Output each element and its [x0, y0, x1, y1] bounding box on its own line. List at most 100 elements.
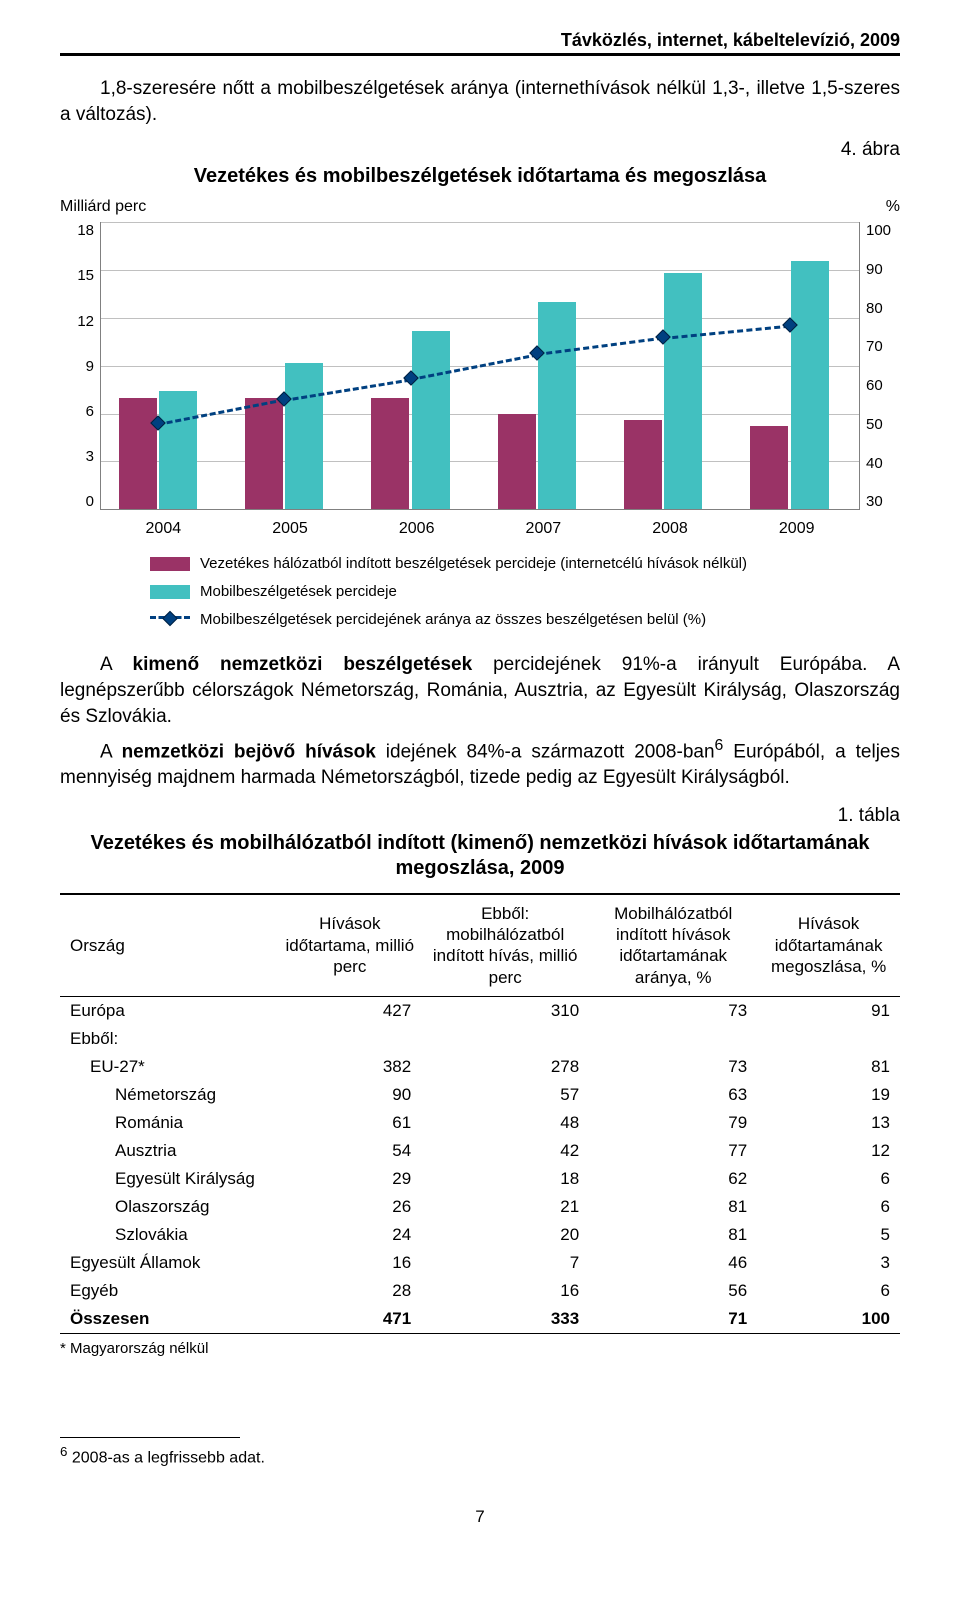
bar-vezetekes: [498, 414, 536, 510]
table-cell: 471: [278, 1305, 421, 1334]
y-tick: 100: [866, 222, 891, 239]
table-cell: 6: [757, 1165, 900, 1193]
y-tick: 60: [866, 377, 883, 394]
header-topic: Távközlés, internet, kábeltelevízió, 200…: [60, 30, 900, 56]
bar-group: [733, 222, 859, 509]
table-cell: EU-27*: [60, 1053, 278, 1081]
y-tick: 70: [866, 338, 883, 355]
y-tick: 80: [866, 300, 883, 317]
table-cell: 24: [278, 1221, 421, 1249]
table-header: Hívások időtartama, millió perc: [278, 894, 421, 997]
table-cell: 28: [278, 1277, 421, 1305]
table-cell: 6: [757, 1193, 900, 1221]
table-cell: 61: [278, 1109, 421, 1137]
table-cell: 13: [757, 1109, 900, 1137]
table-cell: 427: [278, 996, 421, 1025]
data-table: Ország Hívások időtartama, millió perc E…: [60, 893, 900, 1334]
table-cell: [278, 1025, 421, 1053]
table-cell: 3: [757, 1249, 900, 1277]
y-tick: 9: [86, 358, 94, 375]
body-paragraph-2: A nemzetközi bejövő hívások idejének 84%…: [60, 735, 900, 791]
table-cell: 71: [589, 1305, 757, 1334]
table-header-row: Ország Hívások időtartama, millió perc E…: [60, 894, 900, 997]
y-tick: 18: [77, 222, 94, 239]
table-cell: 73: [589, 996, 757, 1025]
y-tick: 6: [86, 403, 94, 420]
table-cell: 310: [421, 996, 589, 1025]
table-row: Szlovákia2420815: [60, 1221, 900, 1249]
left-axis-title: Milliárd perc: [60, 198, 146, 216]
y-tick: 50: [866, 416, 883, 433]
bar-mobil: [412, 331, 450, 510]
table-cell: Ebből:: [60, 1025, 278, 1053]
figure-title: Vezetékes és mobilbeszélgetések időtarta…: [60, 165, 900, 188]
table-cell: 100: [757, 1305, 900, 1334]
legend-row: Vezetékes hálózatból indított beszélgeté…: [150, 552, 900, 576]
table-cell: Ausztria: [60, 1137, 278, 1165]
table-footnote: * Magyarország nélkül: [60, 1340, 900, 1357]
x-tick: 2009: [733, 520, 860, 538]
table-header: Ebből: mobilhálózatból indított hívás, m…: [421, 894, 589, 997]
table-cell: 12: [757, 1137, 900, 1165]
x-axis-labels: 200420052006200720082009: [100, 520, 860, 538]
table-row: Ebből:: [60, 1025, 900, 1053]
legend-row: Mobilbeszélgetések percideje: [150, 580, 900, 604]
y-tick: 90: [866, 261, 883, 278]
table-cell: 54: [278, 1137, 421, 1165]
legend-swatch-vezetekes: [150, 557, 190, 571]
table-cell: Egyesült Államok: [60, 1249, 278, 1277]
page-number: 7: [60, 1507, 900, 1527]
table-cell: Németország: [60, 1081, 278, 1109]
table-cell: 16: [421, 1277, 589, 1305]
table-cell: 18: [421, 1165, 589, 1193]
table-row: Románia61487913: [60, 1109, 900, 1137]
table-cell: 29: [278, 1165, 421, 1193]
table-cell: 6: [757, 1277, 900, 1305]
bar-group: [606, 222, 732, 509]
table-cell: 90: [278, 1081, 421, 1109]
table-cell: [757, 1025, 900, 1053]
table-cell: Románia: [60, 1109, 278, 1137]
table-cell: 5: [757, 1221, 900, 1249]
legend-swatch-line: [150, 616, 190, 630]
table-cell: 46: [589, 1249, 757, 1277]
bar-vezetekes: [750, 426, 788, 509]
table-header: Ország: [60, 894, 278, 997]
intro-paragraph: 1,8-szeresére nőtt a mobilbeszélgetések …: [60, 76, 900, 127]
bar-mobil: [791, 261, 829, 510]
table-row: Egyesült Királyság2918626: [60, 1165, 900, 1193]
y-tick: 15: [77, 267, 94, 284]
bar-vezetekes: [624, 420, 662, 509]
table-cell: Egyéb: [60, 1277, 278, 1305]
bar-group: [354, 222, 480, 509]
y-tick: 30: [866, 493, 883, 510]
table-row: Olaszország2621816: [60, 1193, 900, 1221]
x-tick: 2006: [353, 520, 480, 538]
table-title: Vezetékes és mobilhálózatból indított (k…: [60, 831, 900, 881]
legend-label: Mobilbeszélgetések percideje: [200, 580, 397, 604]
table-cell: Szlovákia: [60, 1221, 278, 1249]
table-cell: Összesen: [60, 1305, 278, 1334]
table-cell: [421, 1025, 589, 1053]
x-tick: 2004: [100, 520, 227, 538]
y-tick: 0: [86, 493, 94, 510]
table-cell: 63: [589, 1081, 757, 1109]
table-cell: 73: [589, 1053, 757, 1081]
table-cell: 333: [421, 1305, 589, 1334]
footnote: 6 2008-as a legfrissebb adat.: [60, 1444, 900, 1467]
legend-swatch-mobil: [150, 585, 190, 599]
chart-legend: Vezetékes hálózatból indított beszélgeté…: [150, 552, 900, 632]
table-cell: Európa: [60, 996, 278, 1025]
table-cell: 21: [421, 1193, 589, 1221]
table-cell: 7: [421, 1249, 589, 1277]
table-row: EU-27*3822787381: [60, 1053, 900, 1081]
x-tick: 2005: [227, 520, 354, 538]
x-tick: 2007: [480, 520, 607, 538]
footnote-divider: [60, 1437, 240, 1438]
table-row: Németország90576319: [60, 1081, 900, 1109]
bar-mobil: [285, 363, 323, 510]
bar-group: [227, 222, 353, 509]
x-tick: 2008: [607, 520, 734, 538]
table-cell: Olaszország: [60, 1193, 278, 1221]
table-cell: 278: [421, 1053, 589, 1081]
